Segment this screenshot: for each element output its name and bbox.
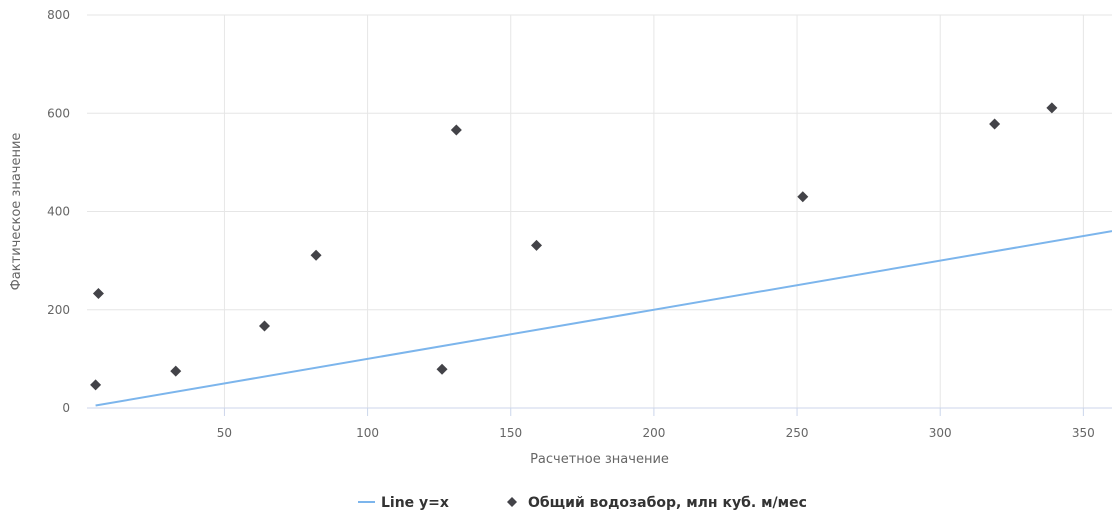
scatter-point[interactable] xyxy=(90,379,102,391)
x-axis-ticks: 50 100 150 200 250 300 350 xyxy=(217,408,1095,440)
scatter-point[interactable] xyxy=(436,363,448,375)
grid-lines xyxy=(87,14,1112,408)
scatter-point[interactable] xyxy=(797,191,809,203)
scatter-point[interactable] xyxy=(170,365,182,377)
legend-label-scatter[interactable]: Общий водозабор, млн куб. м/мес xyxy=(528,495,807,511)
legend-label-line[interactable]: Line y=x xyxy=(381,495,449,511)
y-axis-title: Фактическое значение xyxy=(9,133,24,291)
scatter-point[interactable] xyxy=(989,118,1001,130)
x-tick-label: 300 xyxy=(929,426,952,440)
y-tick-label: 800 xyxy=(47,8,70,22)
x-tick-label: 50 xyxy=(217,426,232,440)
x-axis-title: Расчетное значение xyxy=(530,452,669,467)
x-tick-label: 200 xyxy=(642,426,665,440)
x-tick-label: 150 xyxy=(499,426,522,440)
legend: Line y=x Общий водозабор, млн куб. м/мес xyxy=(358,495,807,511)
plot-area xyxy=(90,102,1112,407)
x-tick-label: 250 xyxy=(786,426,809,440)
scatter-point[interactable] xyxy=(92,288,104,300)
x-tick-label: 350 xyxy=(1072,426,1095,440)
scatter-point[interactable] xyxy=(450,124,462,136)
series-line-y-equals-x xyxy=(95,230,1112,407)
y-tick-label: 400 xyxy=(47,205,70,219)
scatter-point[interactable] xyxy=(310,249,322,261)
legend-diamond-symbol xyxy=(507,497,517,507)
scatter-point[interactable] xyxy=(259,320,271,332)
y-tick-label: 600 xyxy=(47,106,70,120)
scatter-point[interactable] xyxy=(531,239,543,251)
y-axis-ticks: 0 200 400 600 800 xyxy=(47,8,70,415)
x-tick-label: 100 xyxy=(356,426,379,440)
scatter-point[interactable] xyxy=(1046,102,1058,114)
y-tick-label: 0 xyxy=(62,401,70,415)
y-tick-label: 200 xyxy=(47,303,70,317)
